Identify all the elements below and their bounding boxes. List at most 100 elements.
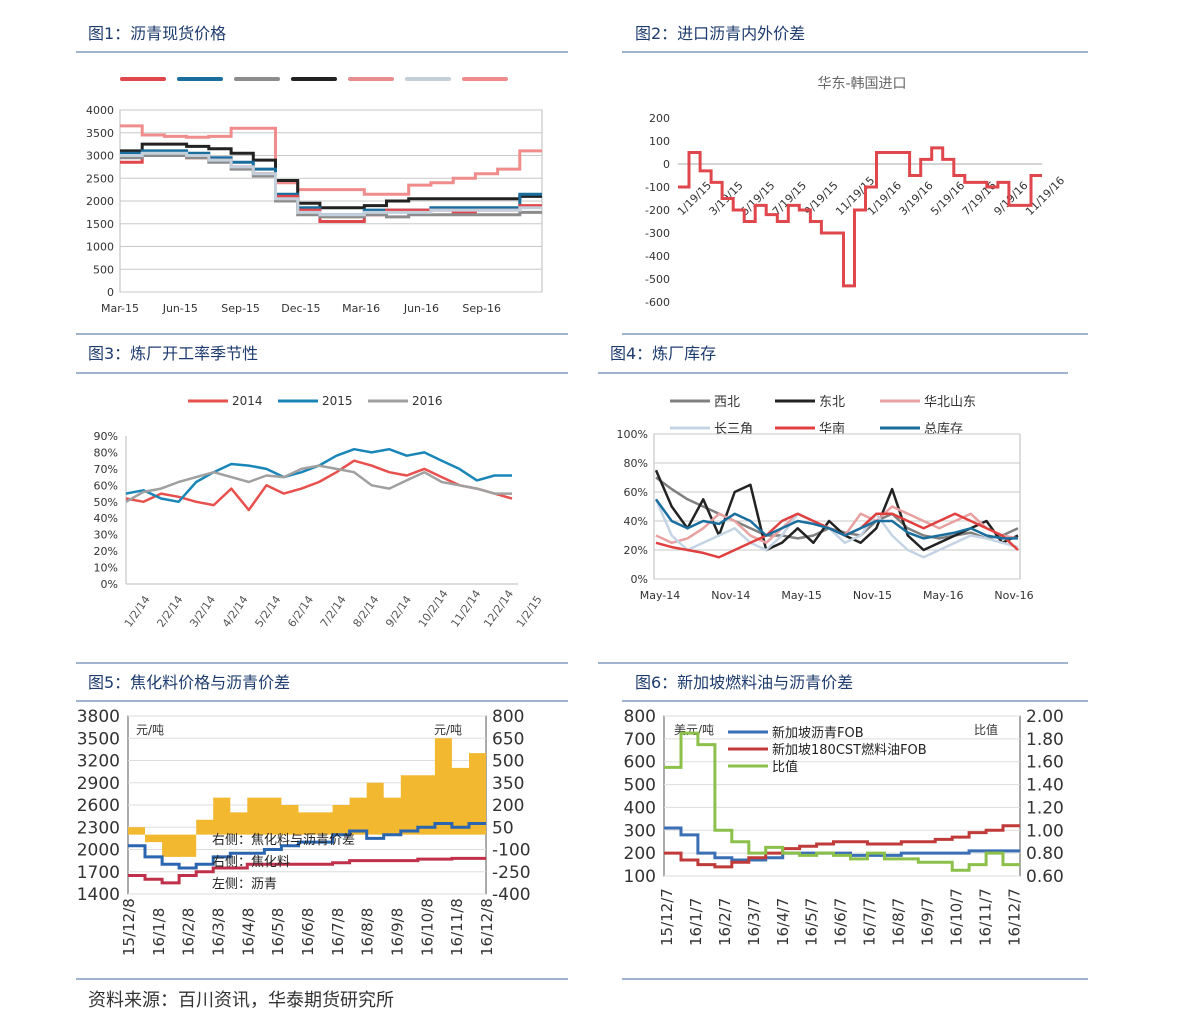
legend-label: 比值: [772, 759, 798, 775]
right-y-tick-label: 800: [492, 707, 524, 727]
x-tick-label: May-16: [923, 589, 964, 602]
x-tick-label: 16/12/7: [1005, 888, 1023, 946]
price-series-line: [120, 154, 542, 219]
right-y-tick-label: 1.80: [1026, 730, 1064, 750]
x-tick-label: 15/12/8: [120, 898, 138, 956]
left-y-tick-label: 500: [624, 776, 656, 796]
fuel-series-line: [664, 731, 1020, 872]
y-tick-label: 0%: [631, 573, 648, 586]
y-tick-label: -500: [645, 273, 670, 286]
x-tick-label: May-14: [640, 589, 681, 602]
x-tick-label: 15/12/7: [658, 888, 676, 946]
x-tick-label: 8/2/14: [350, 593, 381, 629]
title-rule-2: [622, 51, 1088, 53]
right-y-tick-label: 0.80: [1026, 844, 1064, 864]
x-tick-label: Sep-16: [462, 302, 501, 315]
legend-label: 新加坡沥青FOB: [772, 725, 864, 741]
left-y-tick-label: 600: [624, 753, 656, 773]
y-tick-label: 2000: [86, 195, 114, 208]
price-series-line: [120, 142, 542, 210]
right-unit-label: 元/吨: [434, 723, 462, 737]
legend-label: 东北: [819, 395, 845, 410]
bottom-rule-1: [76, 333, 568, 335]
right-y-tick-label: 200: [492, 796, 524, 816]
x-tick-label: 16/10/8: [418, 898, 436, 956]
legend-label: 长三角: [714, 422, 753, 437]
chart-inner-title: 华东-韩国进口: [817, 76, 906, 92]
utilization-series-line: [125, 459, 513, 512]
right-y-tick-label: 650: [492, 729, 524, 749]
x-tick-label: Mar-16: [342, 302, 380, 315]
x-tick-label: 4/2/14: [220, 593, 251, 629]
chart-title-2: 图2：进口沥青内外价差: [635, 24, 806, 43]
title-rule-5: [76, 700, 568, 702]
x-tick-label: 16/1/7: [687, 898, 705, 946]
chart-title-1: 图1：沥青现货价格: [88, 24, 227, 43]
y-tick-label: 100%: [617, 428, 648, 441]
left-y-tick-label: 1400: [77, 885, 120, 905]
x-tick-label: 16/7/7: [861, 898, 879, 946]
y-tick-label: 40%: [624, 515, 648, 528]
x-tick-label: 16/3/7: [745, 898, 763, 946]
y-tick-label: 0%: [101, 578, 118, 591]
chart-title-3: 图3：炼厂开工率季节性: [88, 344, 259, 363]
x-tick-label: May-15: [781, 589, 822, 602]
y-tick-label: 100: [649, 135, 670, 148]
x-tick-label: 16/5/8: [269, 908, 287, 956]
y-tick-label: 50%: [94, 496, 118, 509]
x-tick-label: Dec-15: [281, 302, 320, 315]
right-y-tick-label: 350: [492, 774, 524, 794]
chart-refinery-utilization: 2014 2015 2016 0% 10% 20% 30% 40% 50% 60% 70% 80% 90…: [94, 394, 545, 630]
right-y-tick-label: 1.00: [1026, 821, 1064, 841]
inventory-series-line: [654, 498, 1019, 559]
x-tick-label: 6/2/14: [285, 593, 316, 629]
legend-label: 右侧：焦化料与沥青价差: [212, 833, 355, 848]
left-unit-label: 元/吨: [136, 723, 164, 737]
x-tick-label: Nov-15: [853, 589, 892, 602]
x-tick-label: 16/8/7: [890, 898, 908, 946]
x-tick-label: 16/4/7: [774, 898, 792, 946]
y-tick-label: -400: [645, 250, 670, 263]
x-tick-label: 9/19/15: [802, 179, 841, 218]
x-tick-label: 16/1/8: [150, 908, 168, 956]
legend-label: 2014: [232, 394, 263, 408]
spread-area: [128, 738, 486, 857]
y-tick-label: 2500: [86, 172, 114, 185]
y-tick-label: 20%: [624, 544, 648, 557]
fuel-series-line: [664, 824, 1020, 869]
x-tick-label: 5/19/16: [928, 179, 967, 218]
left-y-tick-label: 400: [624, 798, 656, 818]
y-tick-label: -200: [645, 204, 670, 217]
inventory-series-line: [654, 498, 1018, 540]
bottom-rule-5: [76, 978, 568, 980]
x-tick-label: Mar-15: [101, 302, 139, 315]
inventory-series-line: [655, 505, 1019, 545]
chart-title-6: 图6：新加坡燃料油与沥青价差: [635, 673, 854, 692]
title-rule-3: [76, 372, 568, 374]
bottom-rule-4: [598, 662, 1068, 664]
x-tick-label: 16/9/8: [389, 908, 407, 956]
x-tick-label: 16/5/7: [803, 898, 821, 946]
price-series-line: [120, 149, 542, 217]
coker-feed-line: [128, 822, 486, 870]
y-tick-label: 3000: [86, 150, 114, 163]
bottom-rule-3: [76, 662, 568, 664]
left-y-tick-label: 200: [624, 844, 656, 864]
left-y-tick-label: 2900: [77, 774, 120, 794]
title-rule-4: [598, 372, 1068, 374]
right-y-tick-label: 1.60: [1026, 753, 1064, 773]
chart-import-spread: 华东-韩国进口 200 100 0 -100 -200 -300 -400 -500 -600 1/…: [645, 76, 1067, 309]
title-rule-1: [76, 51, 568, 53]
left-y-tick-label: 100: [624, 867, 656, 887]
bottom-rule-2: [622, 333, 1088, 335]
left-y-tick-label: 800: [624, 707, 656, 727]
left-y-tick-label: 300: [624, 821, 656, 841]
left-y-tick-label: 3800: [77, 707, 120, 727]
x-tick-label: 16/11/7: [976, 888, 994, 946]
left-y-tick-label: 1700: [77, 863, 120, 883]
x-tick-label: 9/2/14: [383, 593, 414, 629]
x-tick-label: 2/2/14: [154, 593, 185, 629]
